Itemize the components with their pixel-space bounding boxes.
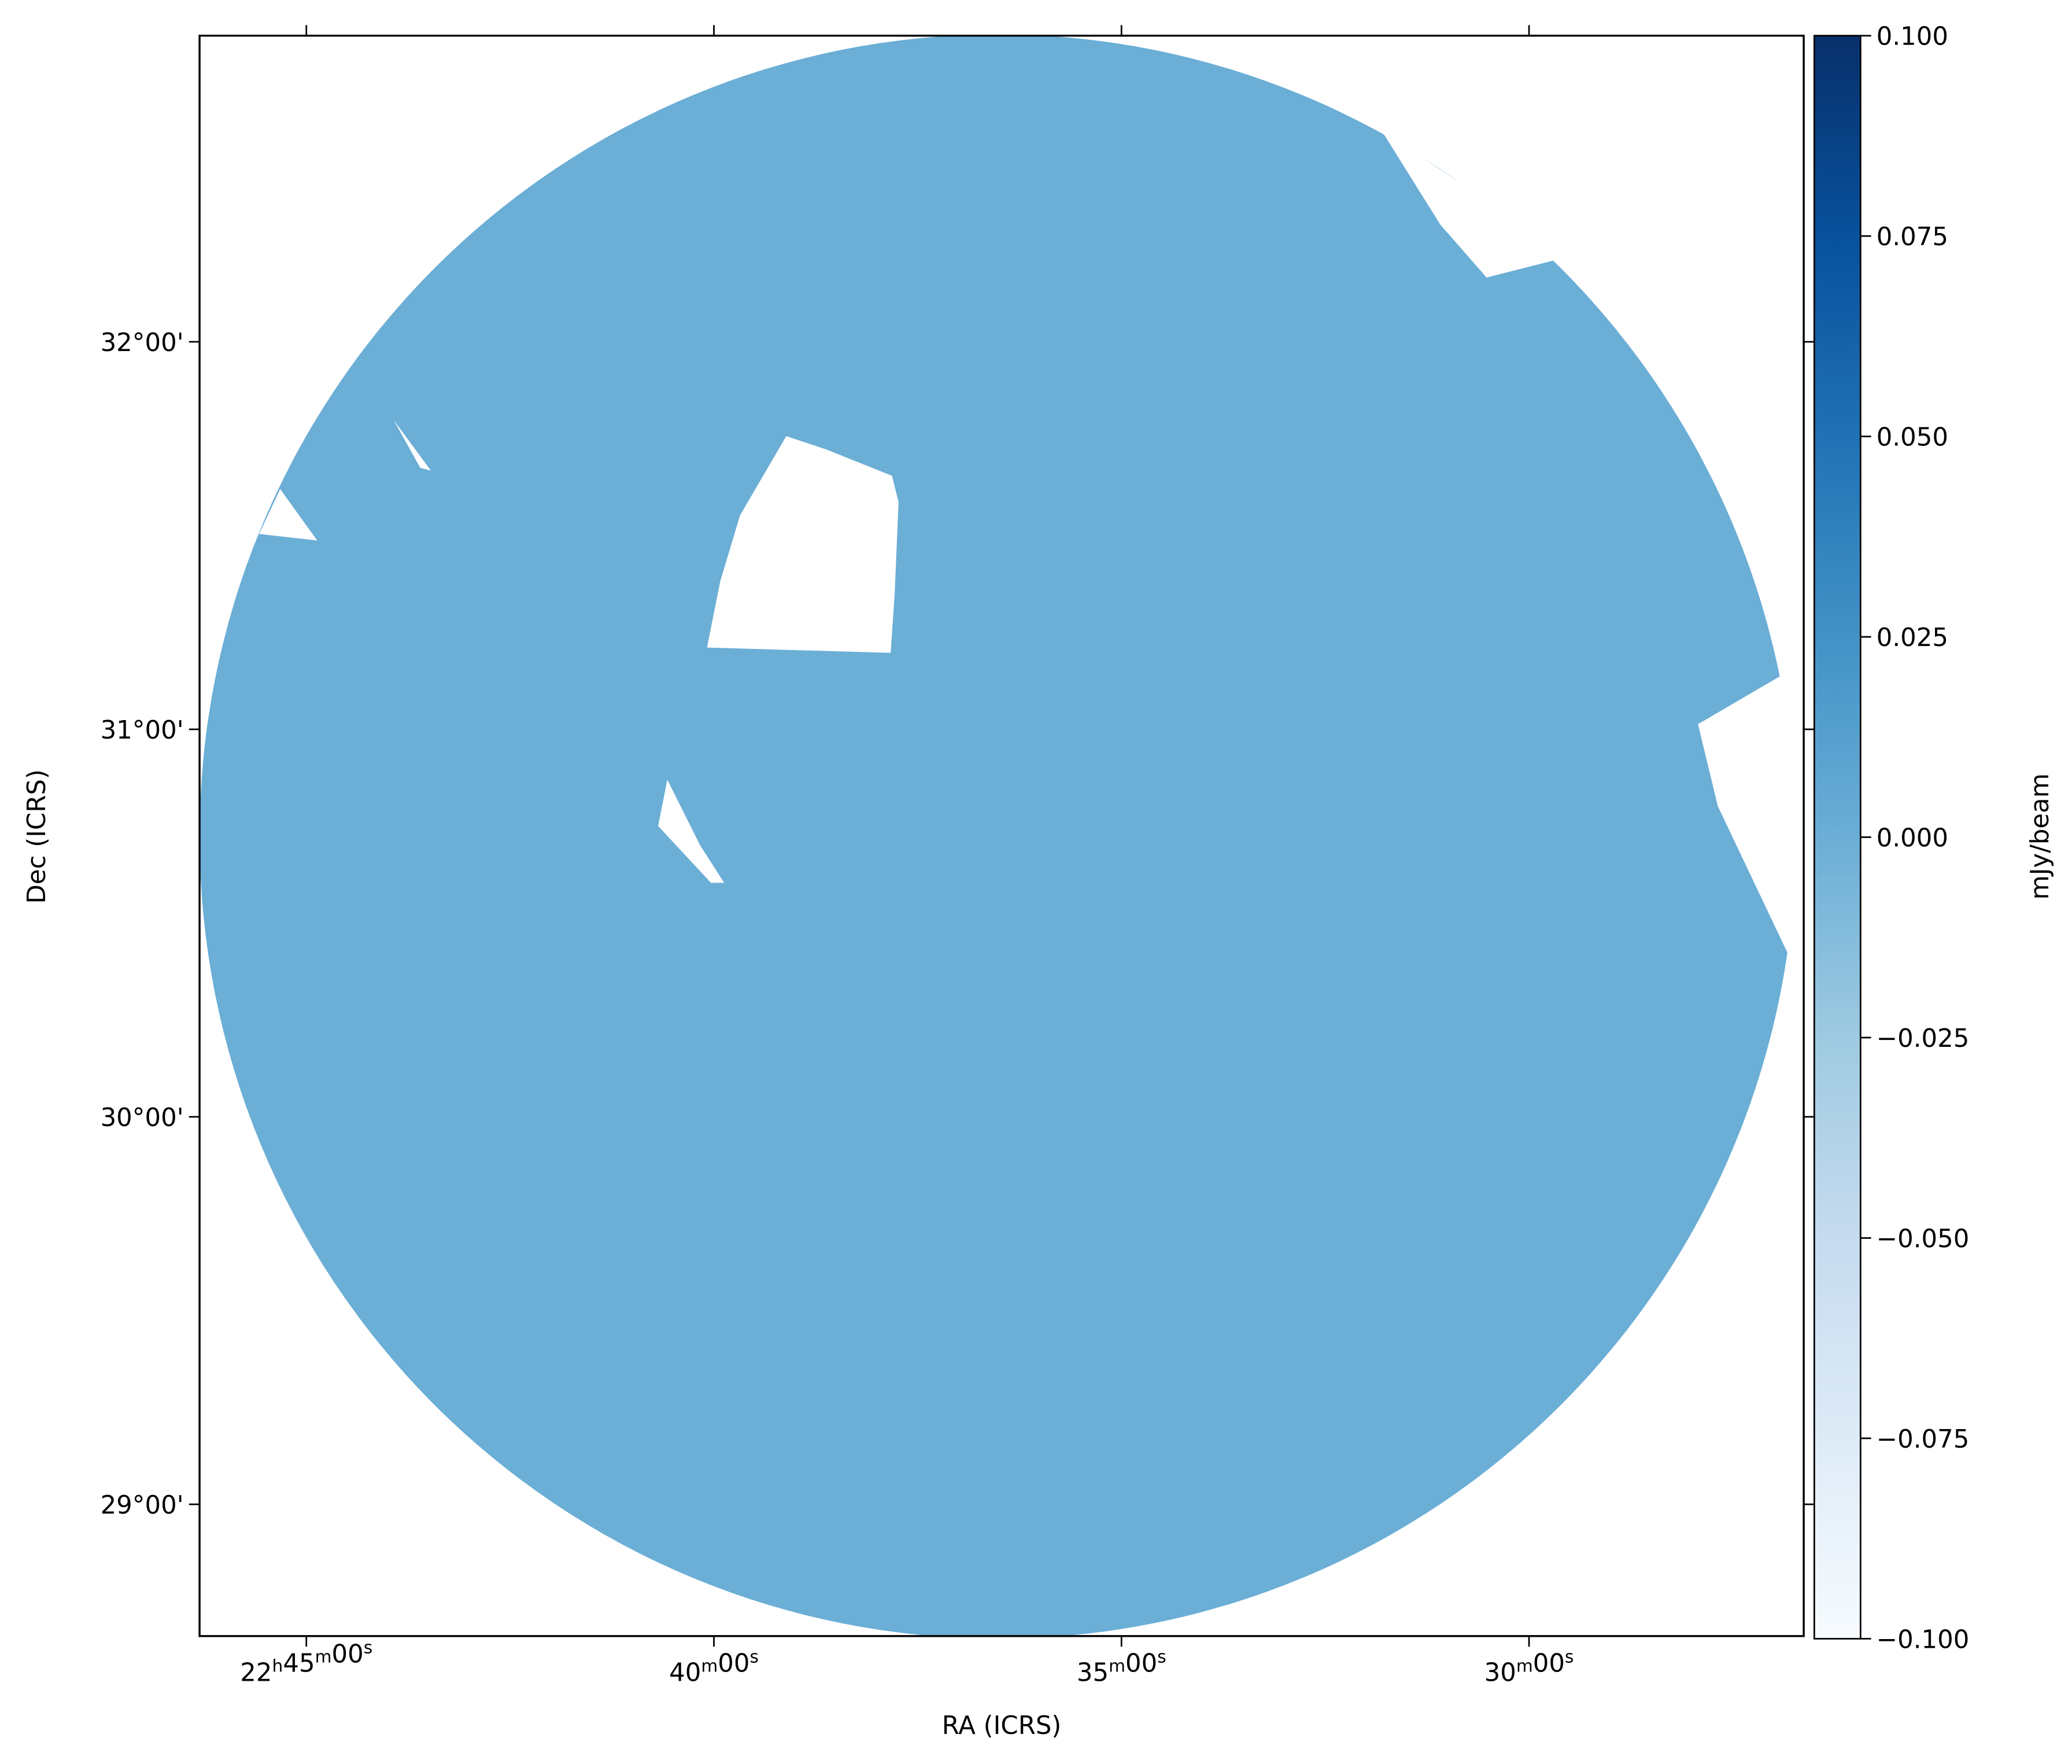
sky-image (200, 35, 1796, 1636)
masked-region (707, 436, 899, 653)
colorbar-tick-label: −0.025 (1877, 1024, 1970, 1053)
y-tick-label: 30°00' (101, 1104, 184, 1132)
masked-region (258, 489, 317, 541)
colorbar-tick-label: 0.000 (1877, 824, 1948, 853)
colorbar-tick-label: −0.050 (1877, 1224, 1970, 1253)
colorbar-tick-label: 0.025 (1877, 623, 1948, 652)
y-axis-title: Dec (ICRS) (23, 769, 51, 903)
x-tick-label: 22h45m00s (240, 1638, 372, 1688)
colorbar-tick-label: −0.100 (1877, 1625, 1970, 1654)
colorbar (1813, 35, 1862, 1640)
masked-region (1698, 674, 1804, 978)
masked-region (1380, 129, 1560, 278)
y-tick-label: 29°00' (101, 1491, 184, 1520)
x-axis-title: RA (ICRS) (942, 1711, 1062, 1740)
colorbar-tick-label: 0.050 (1877, 423, 1948, 452)
colorbar-tick-label: −0.075 (1877, 1425, 1970, 1454)
x-tick-label: 30m00s (1484, 1647, 1574, 1688)
axes-frame (198, 34, 1805, 1637)
y-tick-label: 32°00' (101, 329, 184, 357)
colorbar-tick-label: 0.100 (1877, 23, 1948, 51)
masked-region (658, 780, 725, 883)
y-tick-label: 31°00' (101, 716, 184, 745)
colorbar-tick-label: 0.075 (1877, 223, 1948, 252)
masked-region (393, 420, 431, 471)
x-tick-label: 40m00s (669, 1647, 759, 1688)
x-tick-label: 35m00s (1077, 1647, 1166, 1688)
masked-regions (258, 129, 1804, 978)
image-area (200, 35, 1804, 1636)
colorbar-title: mJy/beam (2026, 773, 2055, 900)
